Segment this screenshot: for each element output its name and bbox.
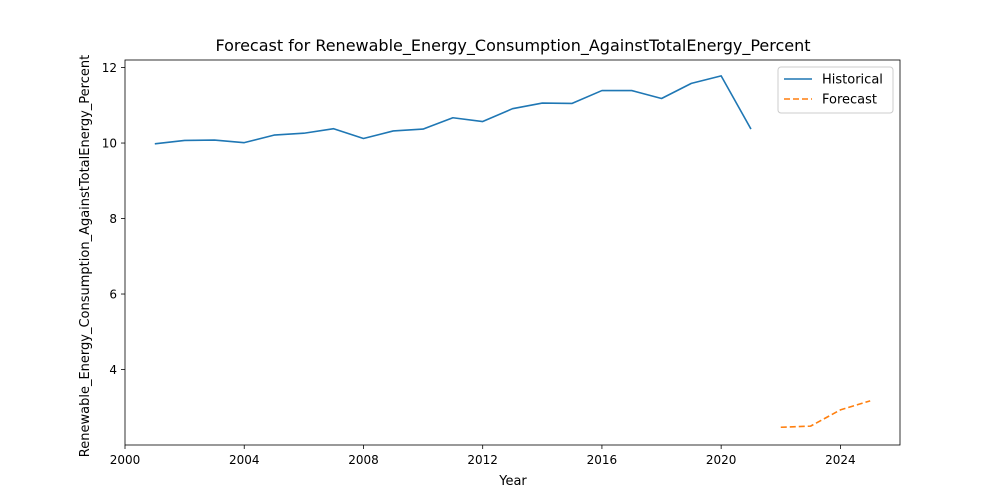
x-tick-label: 2016 — [587, 453, 618, 467]
data-point-historical — [601, 89, 603, 91]
chart-title: Forecast for Renewable_Energy_Consumptio… — [215, 36, 810, 56]
data-point-forecast — [839, 409, 841, 411]
legend: Historical Forecast — [777, 66, 894, 114]
data-point-historical — [750, 128, 752, 130]
data-point-historical — [243, 141, 245, 143]
data-point-forecast — [809, 425, 811, 427]
data-point-historical — [303, 132, 305, 134]
data-point-historical — [154, 143, 156, 145]
legend-label-historical: Historical — [822, 73, 883, 88]
data-point-historical — [183, 139, 185, 141]
x-tick-label: 2000 — [110, 453, 141, 467]
axes-frame — [124, 59, 901, 446]
data-point-historical — [452, 117, 454, 119]
y-tick-label: 10 — [102, 137, 117, 151]
y-tick-label: 6 — [109, 288, 117, 302]
y-axis-title: Renewable_Energy_Consumption_AgainstTota… — [78, 55, 93, 457]
data-point-historical — [213, 139, 215, 141]
x-tick-label: 2008 — [348, 453, 379, 467]
data-point-historical — [631, 89, 633, 91]
data-point-historical — [481, 120, 483, 122]
x-tick-label: 2020 — [706, 453, 737, 467]
axes: 2000 2004 2008 2012 2016 2020 2024 4 6 8 10 12 — [102, 59, 901, 467]
data-point-historical — [332, 128, 334, 130]
data-point-forecast — [869, 400, 871, 402]
data-point-historical — [422, 128, 424, 130]
data-point-historical — [571, 102, 573, 104]
x-tick-label: 2024 — [825, 453, 856, 467]
data-point-historical — [511, 107, 513, 109]
data-point-historical — [273, 134, 275, 136]
plot-area — [154, 75, 871, 429]
data-point-forecast — [780, 426, 782, 428]
series-line-forecast — [780, 400, 871, 429]
data-point-historical — [362, 137, 364, 139]
y-tick-label: 4 — [109, 363, 117, 377]
series-line-historical — [154, 75, 752, 145]
x-axis-title: Year — [498, 474, 527, 489]
data-point-historical — [690, 82, 692, 84]
x-tick-label: 2012 — [467, 453, 498, 467]
x-tick-label: 2004 — [229, 453, 260, 467]
data-point-historical — [392, 130, 394, 132]
data-point-historical — [541, 102, 543, 104]
y-tick-label: 8 — [109, 212, 117, 226]
data-point-historical — [660, 97, 662, 99]
data-point-historical — [720, 75, 722, 77]
y-tick-label: 12 — [102, 61, 117, 75]
legend-label-forecast: Forecast — [822, 93, 877, 108]
